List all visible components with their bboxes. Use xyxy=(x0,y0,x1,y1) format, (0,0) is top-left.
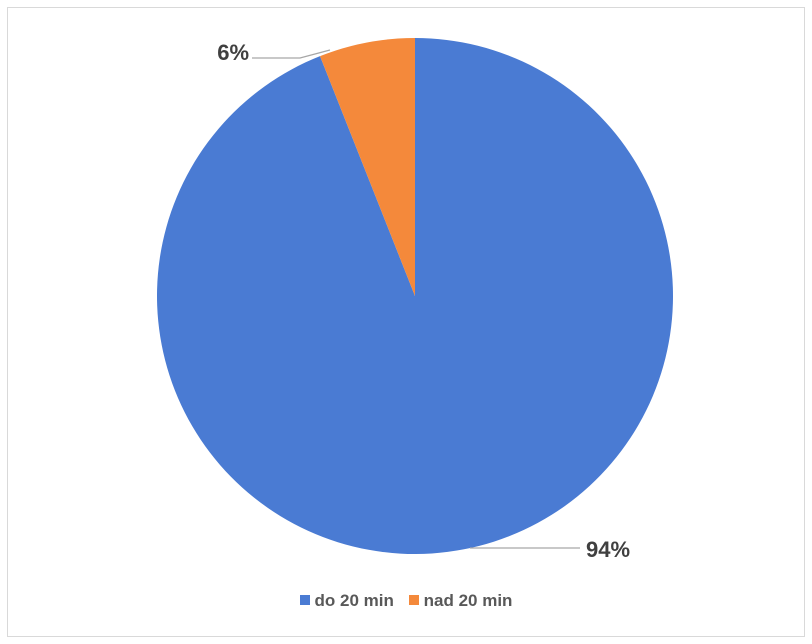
legend: do 20 min nad 20 min xyxy=(0,591,812,611)
legend-swatch-do-20-min xyxy=(299,595,310,605)
legend-swatch-nad-20-min xyxy=(408,595,419,605)
pie-slice-do-20-min xyxy=(157,38,674,554)
data-label-nad-20-min: 6% xyxy=(217,40,249,65)
legend-label-do-20-min: do 20 min xyxy=(314,591,394,610)
data-label-do-20-min: 94% xyxy=(586,537,630,562)
pie-slice-nad-20-min xyxy=(320,38,415,296)
legend-item-nad-20-min: nad 20 min xyxy=(408,591,513,611)
legend-item-do-20-min: do 20 min xyxy=(299,591,394,611)
legend-label-nad-20-min: nad 20 min xyxy=(423,591,513,610)
leader-line-nad-20-min xyxy=(252,49,331,59)
